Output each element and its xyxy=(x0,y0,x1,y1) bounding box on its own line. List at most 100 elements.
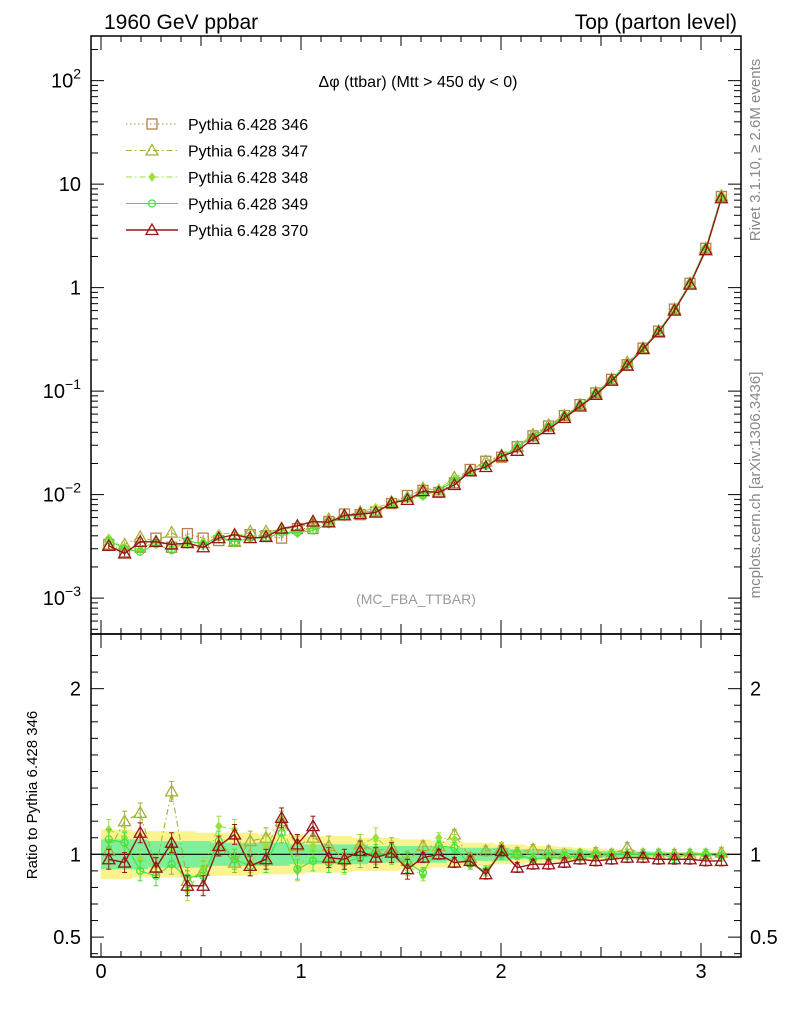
ratio-data-point xyxy=(698,853,713,867)
main-data-point xyxy=(243,530,258,544)
main-data-point xyxy=(572,399,588,412)
main-data-point xyxy=(148,534,164,547)
main-data-point xyxy=(478,459,493,473)
x-tick-label: 2 xyxy=(495,961,506,983)
main-data-point xyxy=(101,538,116,551)
ratio-data-point xyxy=(308,856,318,866)
main-data-point xyxy=(227,527,242,540)
source-label: mcplots.cern.ch [arXiv:1306.3436] xyxy=(747,372,764,599)
x-tick-label: 0 xyxy=(95,961,106,983)
main-data-point xyxy=(196,539,211,553)
main-data-point xyxy=(164,537,179,550)
legend-marker xyxy=(144,222,160,236)
ratio-data-point xyxy=(588,853,603,867)
legend-marker xyxy=(148,172,156,182)
legend-marker xyxy=(146,118,158,130)
ratio-data-point xyxy=(148,860,164,873)
legend-label: Pythia 6.428 370 xyxy=(188,223,308,240)
main-y-tick-label: 10−1 xyxy=(43,376,81,403)
ratio-data-point xyxy=(309,841,317,851)
main-data-point xyxy=(431,485,446,498)
legend: Pythia 6.428 346 Pythia 6.428 347 Pythia 6… xyxy=(126,117,308,240)
ratio-data-point xyxy=(117,813,132,827)
main-data-point xyxy=(447,477,462,491)
main-data-point xyxy=(368,505,383,518)
main-data-point xyxy=(635,341,651,355)
ratio-data-point xyxy=(290,837,305,850)
main-data-point xyxy=(714,190,729,204)
ratio-data-point xyxy=(431,846,446,860)
ratio-data-point xyxy=(293,865,302,874)
main-data-point xyxy=(682,277,698,290)
main-data-point xyxy=(510,443,525,456)
ratio-data-point xyxy=(714,853,729,867)
x-tick-label: 1 xyxy=(295,961,306,983)
main-data-point xyxy=(667,303,682,316)
ratio-data-point xyxy=(215,821,223,831)
ratio-data-point xyxy=(478,843,493,857)
ratio-data-point xyxy=(494,843,509,857)
ratio-data-point xyxy=(620,850,635,863)
main-data-point xyxy=(290,518,305,531)
ratio-data-point xyxy=(368,850,383,863)
main-series-4 xyxy=(104,192,726,556)
main-data-point xyxy=(293,528,302,537)
legend-entry: Pythia 6.428 346 xyxy=(126,117,308,134)
ratio-data-point xyxy=(180,878,195,891)
ratio-series-line xyxy=(108,819,722,892)
main-data-point xyxy=(308,526,318,535)
ratio-data-point xyxy=(196,878,211,891)
main-y-tick-label: 10 xyxy=(59,174,81,196)
main-data-point xyxy=(400,492,415,506)
main-data-point xyxy=(136,547,145,556)
ratio-y-tick-label: 1 xyxy=(70,844,81,866)
ratio-data-point xyxy=(447,855,462,868)
legend-entry: Pythia 6.428 348 xyxy=(126,170,308,187)
main-data-point xyxy=(698,242,713,256)
main-data-point xyxy=(274,521,289,534)
ratio-data-point xyxy=(510,860,525,873)
ratio-data-point xyxy=(164,784,179,797)
legend-label: Pythia 6.428 347 xyxy=(188,144,308,161)
rivet-label: Rivet 3.1.10, ≥ 2.6M events xyxy=(747,59,764,242)
ratio-y-tick-label-right: 0.5 xyxy=(750,927,778,949)
main-data-point xyxy=(230,537,239,546)
main-series-3 xyxy=(105,192,726,554)
main-y-tick-label: 102 xyxy=(51,66,81,93)
ratio-series-line xyxy=(108,791,722,882)
main-data-point xyxy=(620,358,635,371)
ratio-data-point xyxy=(133,825,148,838)
main-data-point xyxy=(305,514,321,527)
legend-marker xyxy=(144,143,160,156)
ratio-data-point xyxy=(164,835,179,848)
watermark: (MC_FBA_TTBAR) xyxy=(356,591,476,607)
ratio-data-point xyxy=(463,853,478,867)
main-y-tick-label: 1 xyxy=(70,278,81,300)
main-data-point xyxy=(557,410,572,424)
ratio-data-point xyxy=(450,843,459,852)
ratio-data-point xyxy=(277,828,286,837)
main-data-point xyxy=(321,515,336,528)
main-series-5 xyxy=(101,190,729,559)
ratio-y-tick-label-right: 2 xyxy=(750,679,761,701)
ratio-data-point xyxy=(635,850,651,863)
main-series-line xyxy=(108,196,722,550)
ratio-data-point xyxy=(525,856,541,870)
main-data-point xyxy=(180,535,195,549)
ratio-data-point xyxy=(415,850,431,863)
ratio-data-point xyxy=(682,851,698,865)
plot-title: Δφ (ttbar) (Mtt > 450 dy < 0) xyxy=(319,74,518,91)
main-data-point xyxy=(101,537,116,550)
legend-entry: Pythia 6.428 347 xyxy=(126,143,308,161)
ratio-y-tick-label-right: 1 xyxy=(750,844,761,866)
legend-label: Pythia 6.428 349 xyxy=(188,197,308,214)
main-data-point xyxy=(604,373,619,386)
ratio-data-point xyxy=(667,851,682,865)
ratio-y-tick-label: 0.5 xyxy=(53,927,81,949)
ratio-data-point xyxy=(372,832,380,843)
legend-label: Pythia 6.428 348 xyxy=(188,170,308,187)
main-y-tick-label: 10−2 xyxy=(43,480,81,507)
x-tick-label: 3 xyxy=(695,961,706,983)
main-series-line xyxy=(108,198,723,555)
